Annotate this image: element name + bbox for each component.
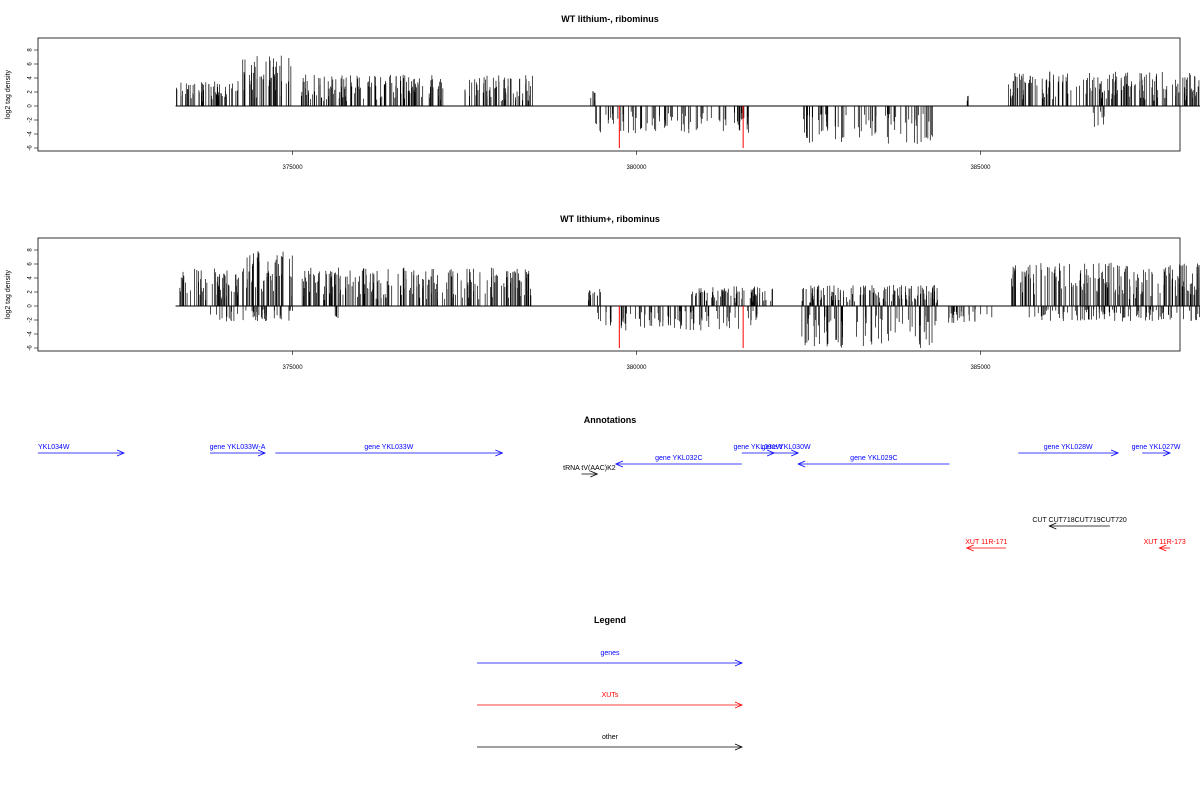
feature-label: gene YKL031W <box>733 444 782 451</box>
legend-title: Legend <box>594 615 626 625</box>
y-tick-label: 2 <box>28 90 34 94</box>
feature-label: XUT 11R-173 <box>1144 539 1186 546</box>
feature-label: CUT CUT718CUT719CUT720 <box>1032 517 1127 524</box>
feature-arrowhead <box>116 449 126 457</box>
y-tick-label: -4 <box>28 331 34 337</box>
feature-label: gene YKL027W <box>1132 444 1181 451</box>
feature-arrowhead <box>495 449 504 457</box>
x-tick-label: 375000 <box>283 365 304 371</box>
feature-arrowhead <box>257 449 267 457</box>
y-tick-label: -2 <box>28 117 34 123</box>
y-tick-label: -4 <box>28 131 34 137</box>
feature-label: XUT 11R-171 <box>965 539 1007 546</box>
y-tick-label: 4 <box>28 76 34 80</box>
annotations-track: Annotations YKL034W gene YKL033W-A gene YKL… <box>38 415 1186 552</box>
y-tick-label: -2 <box>28 317 34 323</box>
y-tick-label: 8 <box>28 48 34 52</box>
x-tick-label: 385000 <box>970 365 991 371</box>
y-tick-label: 6 <box>28 62 34 66</box>
y-tick-label: -6 <box>28 345 34 351</box>
panel-lithium-plus: WT lithium+, ribominus 8 6 4 2 0 -2 -4 -6 log2 ta… <box>5 214 1200 371</box>
feature-label: gene YKL032C <box>655 455 702 462</box>
y-tick-label: 6 <box>28 262 34 266</box>
feature-label: gene YKL030W <box>762 444 811 451</box>
y-tick-label: 0 <box>28 104 34 108</box>
plot-frame <box>37 37 1181 152</box>
feature-label: tRNA tV(AAC)K2 <box>563 465 616 472</box>
y-tick-label: 0 <box>28 304 34 308</box>
feature-label: gene YKL029C <box>850 455 897 462</box>
feature-arrowhead <box>1158 544 1167 552</box>
feature-arrowhead <box>590 470 599 478</box>
y-tick-label: 8 <box>28 248 34 252</box>
legend-entry-label: XUTs <box>602 692 619 699</box>
plot-frame <box>37 237 1181 352</box>
x-tick-label: 385000 <box>970 165 991 171</box>
x-tick-label: 380000 <box>627 165 648 171</box>
x-tick-label: 380000 <box>627 365 648 371</box>
legend-entry-label: other <box>602 734 619 741</box>
feature-arrowhead <box>791 449 800 457</box>
panel-lithium-minus: WT lithium-, ribominus 8 6 4 2 0 -2 -4 -6 log2 ta… <box>5 14 1200 171</box>
feature-arrowhead <box>797 460 806 468</box>
panel-title: WT lithium+, ribominus <box>560 214 660 224</box>
feature-label: gene YKL033W-A <box>210 444 266 451</box>
feature-arrowhead <box>1110 449 1120 457</box>
legend-entry-arrowhead <box>734 701 744 709</box>
feature-label: YKL034W <box>38 444 70 451</box>
feature-arrowhead <box>1048 522 1057 530</box>
panel-title: WT lithium-, ribominus <box>561 14 659 24</box>
y-axis-label: log2 tag density <box>5 69 12 119</box>
y-tick-label: 2 <box>28 290 34 294</box>
feature-arrowhead <box>614 460 624 468</box>
feature-arrowhead <box>1162 449 1172 457</box>
legend-entry-arrowhead <box>734 659 744 667</box>
legend-entry-label: genes <box>600 650 620 657</box>
legend-panel: Legend genes XUTs other <box>477 615 744 751</box>
x-tick-label: 375000 <box>283 165 304 171</box>
y-tick-label: 4 <box>28 276 34 280</box>
y-axis-label: log2 tag density <box>5 269 12 319</box>
legend-entry-arrowhead <box>734 743 744 751</box>
feature-arrowhead <box>965 544 974 552</box>
annotations-title: Annotations <box>584 415 637 425</box>
feature-label: gene YKL033W <box>364 444 413 451</box>
feature-label: gene YKL028W <box>1044 444 1093 451</box>
y-tick-label: -6 <box>28 145 34 151</box>
